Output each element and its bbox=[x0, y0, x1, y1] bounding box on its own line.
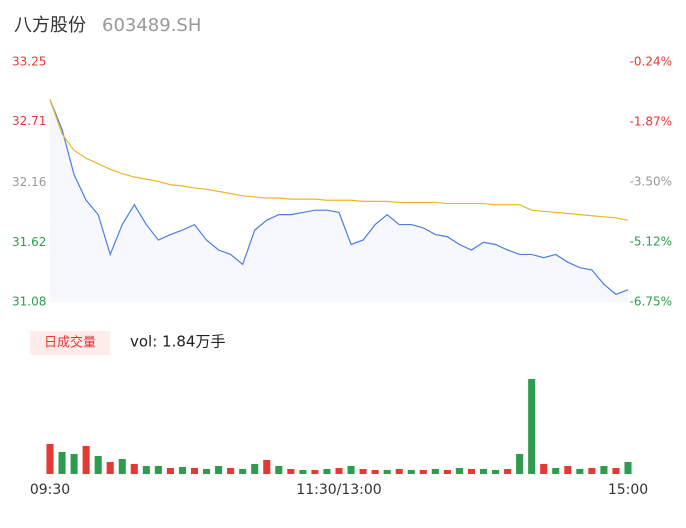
volume-bar bbox=[46, 444, 54, 474]
volume-bar bbox=[455, 468, 463, 474]
volume-bar bbox=[540, 464, 548, 474]
volume-bar bbox=[431, 469, 439, 474]
volume-bar bbox=[239, 469, 247, 474]
volume-bar bbox=[70, 454, 78, 474]
y-tick-label: 32.16 bbox=[12, 175, 46, 189]
volume-bar bbox=[227, 468, 235, 474]
volume-label: 日成交量 bbox=[44, 335, 96, 351]
volume-bar bbox=[287, 469, 295, 474]
volume-bar bbox=[383, 470, 391, 474]
volume-bar bbox=[492, 470, 500, 474]
volume-text: vol: 1.84万手 bbox=[130, 333, 225, 351]
volume-bar bbox=[154, 466, 162, 474]
x-tick-label: 15:00 bbox=[608, 482, 648, 498]
volume-bar bbox=[142, 466, 150, 474]
volume-bar bbox=[528, 379, 536, 474]
volume-bar bbox=[251, 464, 259, 474]
volume-bar bbox=[564, 466, 572, 474]
volume-bar bbox=[371, 470, 379, 474]
series-line bbox=[49, 99, 629, 221]
volume-bar bbox=[299, 470, 307, 474]
x-tick-label: 09:30 bbox=[30, 482, 70, 498]
y-tick-label: 33.25 bbox=[12, 55, 46, 69]
volume-bar bbox=[347, 466, 355, 474]
volume-label-bg bbox=[30, 331, 110, 355]
volume-bar bbox=[323, 469, 331, 474]
volume-bar bbox=[94, 456, 102, 474]
volume-bar bbox=[552, 468, 560, 474]
volume-bar bbox=[504, 469, 512, 474]
volume-bar bbox=[588, 468, 596, 474]
volume-bar bbox=[479, 469, 488, 474]
volume-bar bbox=[395, 469, 403, 474]
volume-bar bbox=[275, 466, 283, 474]
volume-bar bbox=[443, 470, 451, 474]
volume-bar bbox=[130, 464, 138, 474]
volume-bar bbox=[215, 466, 223, 474]
volume-bar bbox=[82, 446, 90, 474]
y-tick-label: 31.62 bbox=[12, 235, 46, 249]
y2-tick-label: -1.87% bbox=[630, 115, 672, 129]
volume-bar bbox=[311, 470, 319, 474]
chart-subtitle: 603489.SH bbox=[102, 15, 201, 36]
volume-bar bbox=[359, 469, 367, 474]
y2-tick-label: -0.24% bbox=[630, 55, 672, 69]
series-line bbox=[49, 99, 629, 295]
y2-tick-label: -3.50% bbox=[630, 175, 672, 189]
y-tick-label: 32.71 bbox=[12, 114, 46, 128]
volume-bar bbox=[190, 468, 199, 474]
volume-bar bbox=[407, 470, 415, 474]
volume-bar bbox=[58, 452, 66, 474]
x-tick-label: 11:30/13:00 bbox=[296, 482, 381, 498]
volume-bar bbox=[467, 469, 475, 474]
volume-bar bbox=[624, 462, 632, 474]
y2-tick-label: -5.12% bbox=[630, 234, 672, 248]
volume-bar bbox=[335, 468, 343, 474]
volume-bar bbox=[118, 459, 126, 474]
volume-bar bbox=[263, 460, 271, 474]
volume-bar bbox=[419, 470, 427, 474]
volume-bar bbox=[516, 454, 524, 474]
volume-bar bbox=[203, 469, 211, 474]
volume-bar bbox=[166, 468, 174, 474]
chart-title: 八方股份 bbox=[14, 15, 86, 36]
price-area bbox=[50, 99, 628, 302]
volume-bar bbox=[178, 467, 186, 474]
y-tick-label: 31.08 bbox=[12, 295, 46, 309]
volume-bar bbox=[106, 462, 114, 474]
volume-bar bbox=[612, 468, 620, 474]
y2-tick-label: -6.75% bbox=[630, 295, 672, 309]
volume-bar bbox=[600, 466, 608, 474]
volume-bar bbox=[576, 469, 584, 474]
